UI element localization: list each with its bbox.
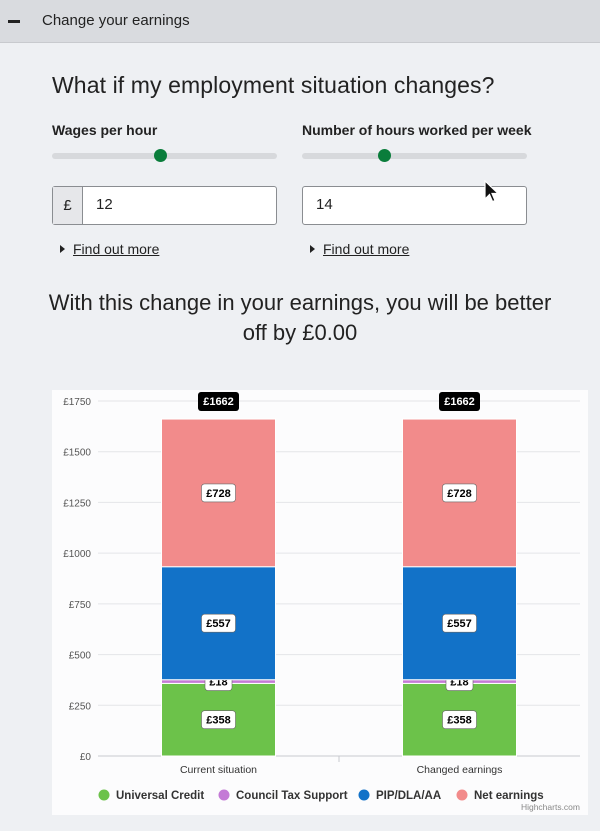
- y-tick-label: £1500: [63, 448, 91, 459]
- wages-slider-thumb[interactable]: [153, 149, 167, 162]
- hours-value[interactable]: 14: [316, 196, 333, 213]
- chart-svg: £0 £250 £500 £750 £1000 £1250 £1500 £1750 £358 £1…: [63, 392, 580, 812]
- caret-right-icon: [60, 245, 65, 253]
- x-category-label: Changed earnings: [417, 764, 503, 776]
- hours-slider-thumb[interactable]: [378, 149, 392, 162]
- hours-label: Number of hours worked per week: [302, 122, 532, 138]
- change-earnings-toggle[interactable]: Change your earnings: [0, 0, 600, 43]
- data-label: £728: [206, 488, 230, 500]
- data-label-box: [442, 710, 477, 729]
- caret-right-icon: [310, 245, 315, 253]
- legend-swatch: [218, 789, 230, 801]
- chart-credit: Highcharts.com: [521, 802, 580, 812]
- wages-label: Wages per hour: [52, 122, 158, 138]
- data-label: £557: [447, 618, 471, 630]
- legend-item: Universal Credit: [116, 790, 204, 802]
- total-label-box: [198, 392, 239, 412]
- currency-prefix: £: [53, 187, 83, 224]
- wages-input[interactable]: £ 12: [52, 186, 277, 225]
- y-tick-label: £1000: [63, 549, 91, 560]
- y-tick-label: £0: [80, 752, 92, 763]
- data-label: £358: [206, 715, 230, 727]
- page-heading: What if my employment situation changes?: [52, 72, 495, 98]
- earnings-chart: £0 £250 £500 £750 £1000 £1250 £1500 £1750 £358 £1…: [52, 390, 588, 815]
- y-tick-label: £1250: [63, 498, 91, 509]
- total-label: £1662: [203, 396, 234, 408]
- y-tick-label: £250: [69, 701, 92, 712]
- hours-find-out-more[interactable]: Find out more: [310, 241, 409, 257]
- wages-find-out-more[interactable]: Find out more: [60, 241, 159, 257]
- bar-segment: [402, 418, 517, 568]
- legend-swatch: [98, 789, 110, 801]
- mouse-cursor-icon: [484, 180, 500, 203]
- section-title: Change your earnings: [42, 12, 190, 29]
- data-label: £358: [447, 715, 471, 727]
- legend-item: PIP/DLA/AA: [376, 790, 441, 802]
- y-tick-label: £750: [69, 600, 92, 611]
- legend-swatch: [358, 789, 370, 801]
- data-label: £728: [447, 488, 471, 500]
- result-message: With this change in your earnings, you w…: [48, 290, 552, 345]
- hours-slider[interactable]: [302, 149, 527, 162]
- data-label-box: [201, 710, 236, 729]
- y-tick-label: £1750: [63, 397, 91, 408]
- data-label-box: [201, 483, 236, 503]
- data-label-box: [442, 613, 477, 633]
- total-label: £1662: [444, 396, 475, 408]
- wages-slider[interactable]: [52, 149, 277, 162]
- minus-icon: [8, 20, 20, 23]
- x-category-label: Current situation: [180, 764, 257, 776]
- wages-value[interactable]: 12: [96, 196, 113, 213]
- y-tick-label: £500: [69, 651, 92, 662]
- data-label-box: [442, 483, 477, 503]
- legend-item: Net earnings: [474, 790, 544, 802]
- total-label-box: [439, 392, 480, 412]
- legend-swatch: [456, 789, 468, 801]
- data-label: £557: [206, 618, 230, 630]
- legend-item: Council Tax Support: [236, 790, 348, 802]
- data-label-box: [201, 613, 236, 633]
